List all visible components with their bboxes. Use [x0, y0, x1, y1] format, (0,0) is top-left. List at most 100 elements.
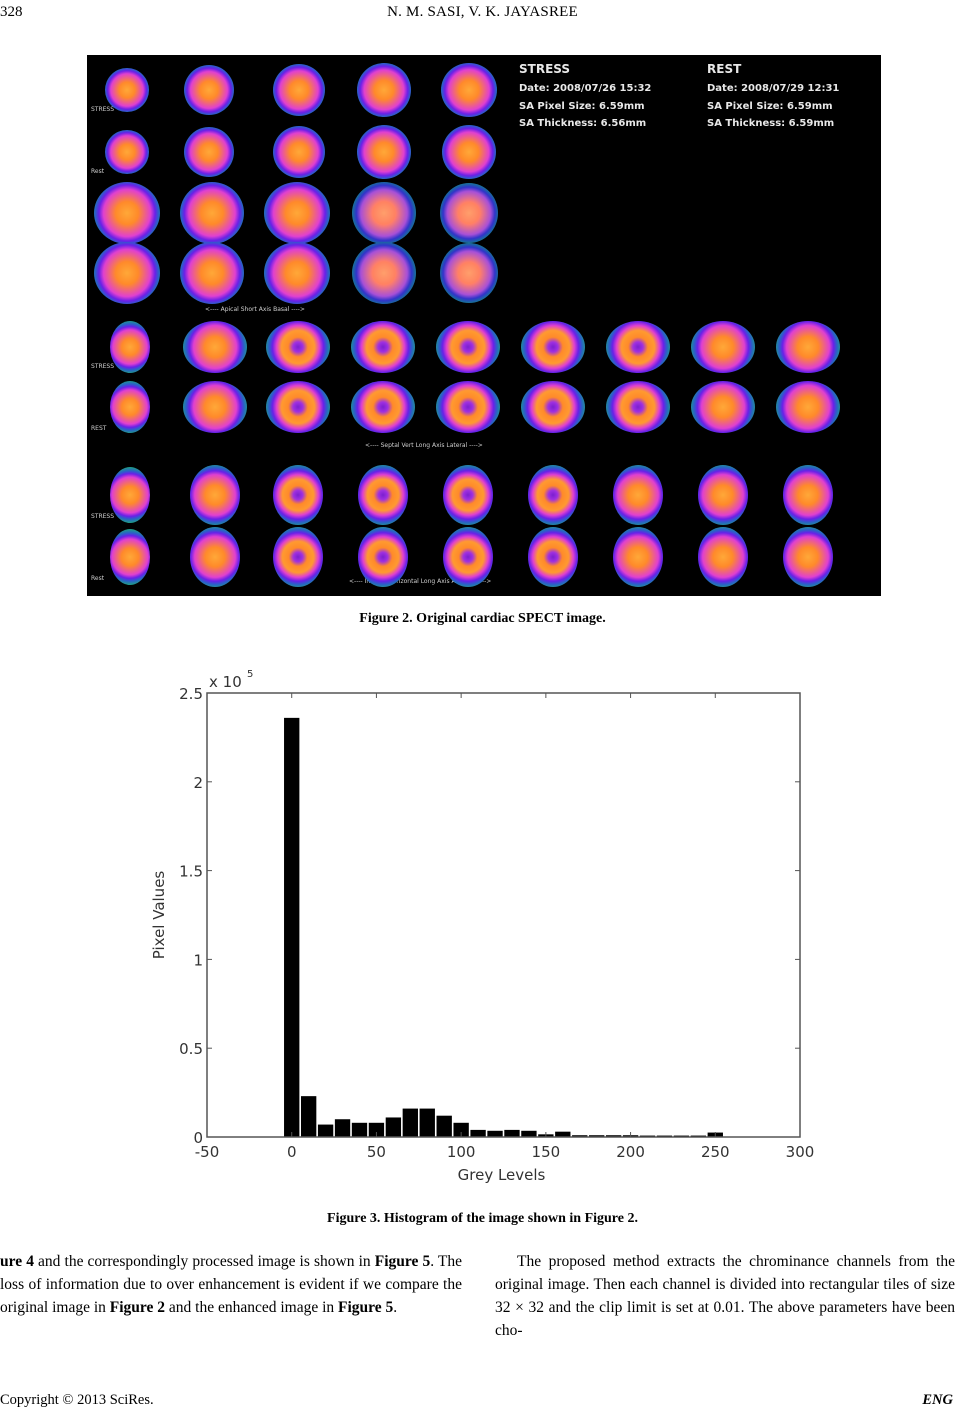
rest-thickness: SA Thickness: 6.59mm: [707, 118, 835, 129]
vertical-long-axis-label: <---- Septal Vert Long Axis Lateral ----…: [365, 442, 483, 449]
text-run: . The loss of information due to over en…: [0, 1253, 463, 1316]
y-tick-label: 0: [193, 1129, 203, 1147]
spect-slice: [783, 527, 833, 587]
histogram-bar: [453, 1122, 469, 1137]
spect-slice: [183, 321, 247, 373]
spect-slice: [184, 127, 234, 177]
y-tick-label: 1: [193, 951, 203, 969]
spect-slice: [691, 321, 755, 373]
spect-slice: [264, 242, 330, 304]
spect-slice: [443, 465, 493, 525]
y-multiplier-label: x 10: [209, 673, 242, 691]
figure-reference: ure 4: [0, 1253, 34, 1270]
figure-reference: Figure 2: [109, 1299, 166, 1316]
spect-slice: [436, 321, 500, 373]
plot-frame: [206, 692, 801, 1138]
histogram-bar: [436, 1115, 452, 1137]
spect-slice: [190, 527, 240, 587]
spect-slice: [776, 321, 840, 373]
footer-journal: ENG: [922, 1392, 953, 1408]
histogram-bar: [589, 1135, 605, 1137]
stress-date: Date: 2008/07/26 15:32: [519, 83, 652, 94]
rest-date: Date: 2008/07/29 12:31: [707, 83, 840, 94]
spect-image-figure: STRESS Date: 2008/07/26 15:32 SA Pixel S…: [87, 55, 881, 596]
spect-slice: [183, 381, 247, 433]
spect-slice: [110, 321, 150, 373]
spect-slice: [110, 381, 150, 433]
histogram-bar: [334, 1119, 351, 1137]
y-tick-label: 2: [193, 774, 203, 792]
spect-slice: [443, 527, 493, 587]
spect-slice: [357, 63, 411, 117]
spect-slice: [273, 465, 323, 525]
x-tick-label: -50: [195, 1143, 220, 1161]
row-label: REST: [91, 425, 107, 432]
y-axis-label: Pixel Values: [150, 871, 168, 960]
spect-slice: [436, 381, 500, 433]
x-axis-label: Grey Levels: [458, 1166, 546, 1184]
histogram-bar: [385, 1117, 402, 1137]
rest-title: REST: [707, 62, 742, 76]
figure2-caption: Figure 2. Original cardiac SPECT image.: [359, 611, 606, 626]
spect-slice: [266, 321, 330, 373]
spect-slice: [180, 182, 244, 244]
spect-slice: [606, 321, 670, 373]
row-label: STRESS: [91, 363, 115, 370]
histogram-bar: [487, 1130, 503, 1137]
spect-slice: [441, 63, 497, 117]
row-label: STRESS: [91, 106, 115, 113]
spect-slice: [273, 64, 325, 116]
spect-slice: [94, 242, 160, 304]
spect-slice: [352, 182, 416, 244]
spect-slice: [351, 321, 415, 373]
spect-slice: [776, 381, 840, 433]
spect-slice: [528, 465, 578, 525]
spect-slice: [528, 527, 578, 587]
spect-slice: [180, 242, 244, 304]
histogram-bar: [317, 1124, 334, 1137]
spect-slice: [110, 529, 150, 585]
spect-slice: [613, 527, 663, 587]
spect-slice: [110, 467, 150, 523]
spect-slice: [105, 68, 149, 112]
spect-slice: [357, 125, 411, 179]
histogram-bar: [504, 1129, 520, 1137]
spect-slice: [521, 381, 585, 433]
histogram-bar: [402, 1108, 418, 1137]
text-run: .: [393, 1299, 398, 1316]
figure-reference: Figure 5: [338, 1299, 394, 1316]
running-header-authors: N. M. SASI, V. K. JAYASREE: [387, 4, 578, 20]
x-tick-label: 0: [287, 1143, 297, 1161]
spect-slice: [352, 242, 416, 304]
spect-slice: [440, 243, 498, 303]
stress-pixel-size: SA Pixel Size: 6.59mm: [519, 101, 645, 112]
histogram-bar: [300, 1096, 317, 1137]
left-paragraph: ure 4 and the correspondingly processed …: [0, 1250, 462, 1319]
histogram-bar: [470, 1129, 486, 1137]
stress-title: STRESS: [519, 62, 571, 76]
text-run: and the correspondingly processed image …: [33, 1253, 375, 1270]
short-axis-label: <---- Apical Short Axis Basal ---->: [205, 306, 305, 313]
x-tick-label: 250: [701, 1143, 730, 1161]
spect-slice: [691, 381, 755, 433]
histogram-bar: [284, 717, 300, 1137]
x-tick-label: 100: [447, 1143, 476, 1161]
spect-slice: [273, 527, 323, 587]
spect-slice: [613, 465, 663, 525]
histogram-bar: [555, 1131, 571, 1137]
spect-slice: [264, 182, 330, 244]
x-tick-label: 150: [532, 1143, 561, 1161]
spect-slice: [190, 465, 240, 525]
spect-slice: [521, 321, 585, 373]
x-tick-label: 50: [367, 1143, 386, 1161]
footer-copyright: Copyright © 2013 SciRes.: [0, 1392, 154, 1408]
spect-slice: [698, 527, 748, 587]
y-multiplier-exponent: 5: [247, 669, 253, 680]
right-paragraph: The proposed method extracts the chromin…: [495, 1253, 955, 1339]
histogram-bar: [521, 1130, 537, 1137]
spect-slice: [358, 465, 408, 525]
row-label: Rest: [91, 575, 105, 582]
horizontal-long-axis-label: <---- Inferior Horizontal Long Axis Ante…: [349, 578, 492, 585]
spect-slice: [606, 381, 670, 433]
